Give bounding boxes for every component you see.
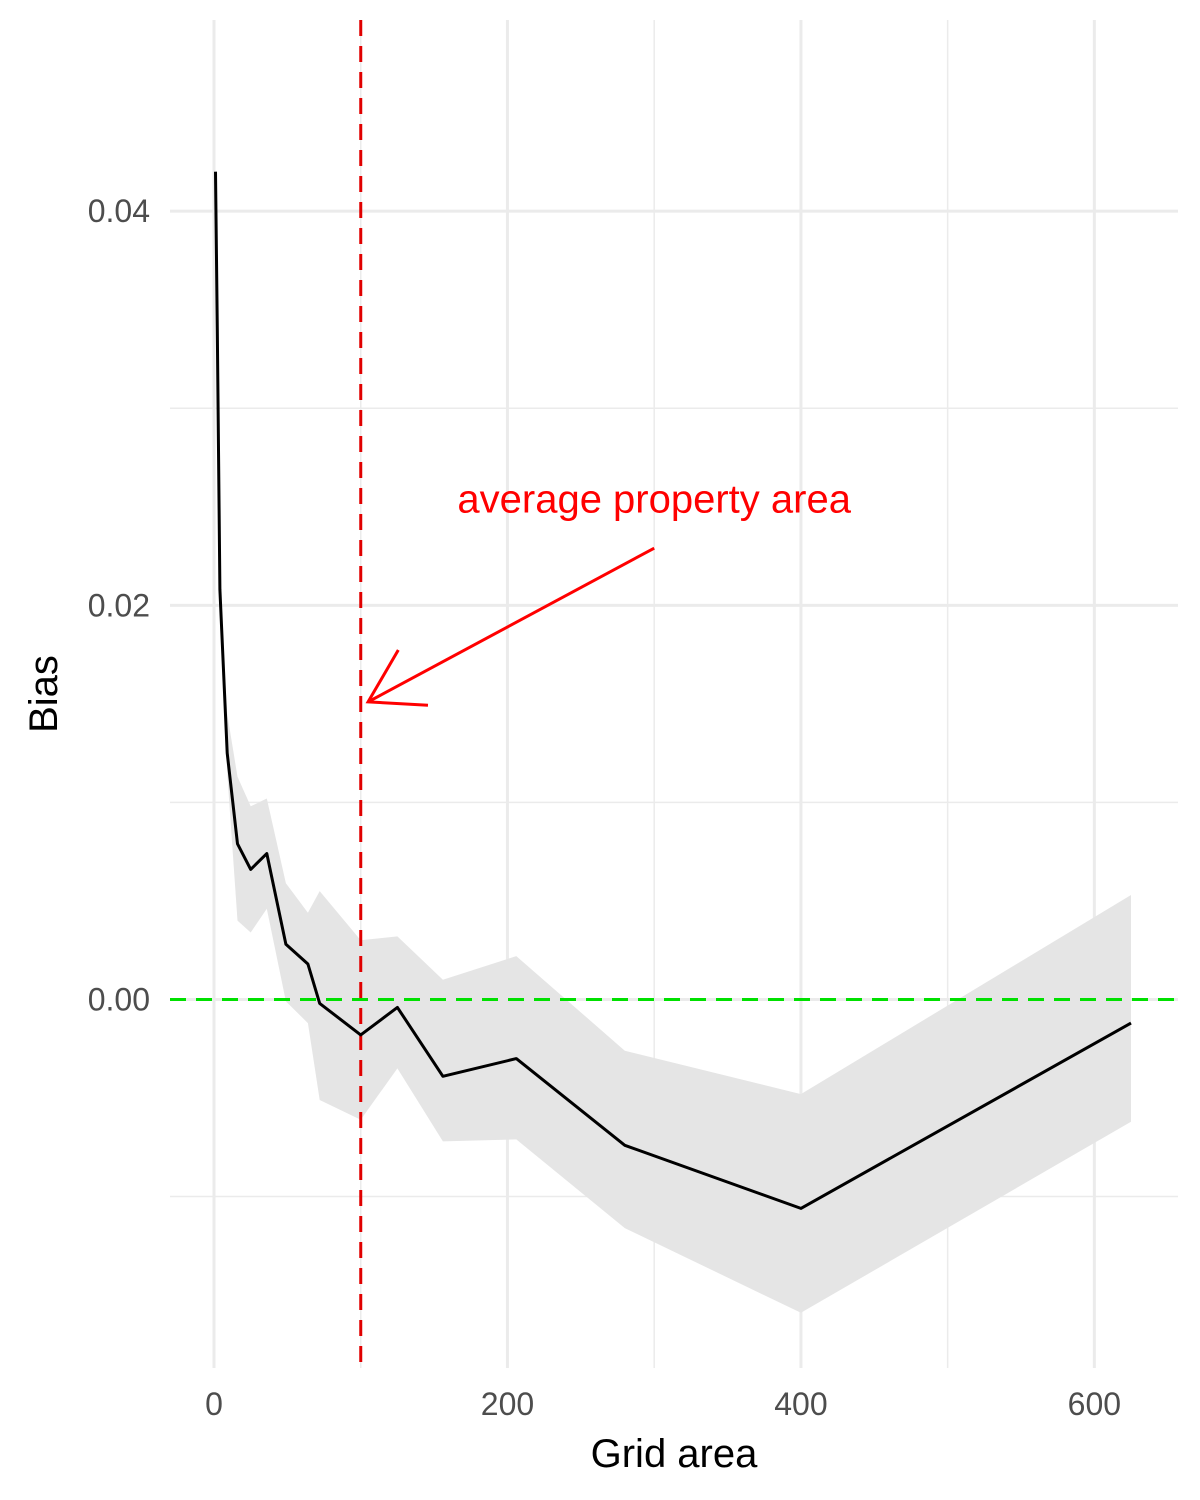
y-tick-label: 0.02 xyxy=(88,587,150,623)
series-line-layer xyxy=(214,171,1132,1210)
x-tick-labels: 0 200 400 600 xyxy=(205,1386,1121,1422)
annotation-layer: average property area xyxy=(365,478,852,707)
x-axis-title: Grid area xyxy=(591,1432,758,1476)
y-axis-title: Bias xyxy=(22,655,66,733)
annotation-label: average property area xyxy=(457,478,851,522)
confidence-band-layer xyxy=(215,171,1131,1313)
reference-lines-layer xyxy=(170,20,1178,1368)
annotation-arrow-head xyxy=(365,649,429,707)
x-tick-label: 200 xyxy=(481,1386,534,1422)
bias-series-line xyxy=(214,171,1132,1210)
x-tick-label: 0 xyxy=(205,1386,223,1422)
x-tick-label: 400 xyxy=(774,1386,827,1422)
y-tick-label: 0.04 xyxy=(88,193,150,229)
x-tick-label: 600 xyxy=(1068,1386,1121,1422)
confidence-band xyxy=(215,171,1131,1313)
y-tick-label: 0.00 xyxy=(88,981,150,1017)
annotation-arrow-shaft xyxy=(367,546,655,704)
y-tick-labels: 0.00 0.02 0.04 xyxy=(88,193,150,1017)
